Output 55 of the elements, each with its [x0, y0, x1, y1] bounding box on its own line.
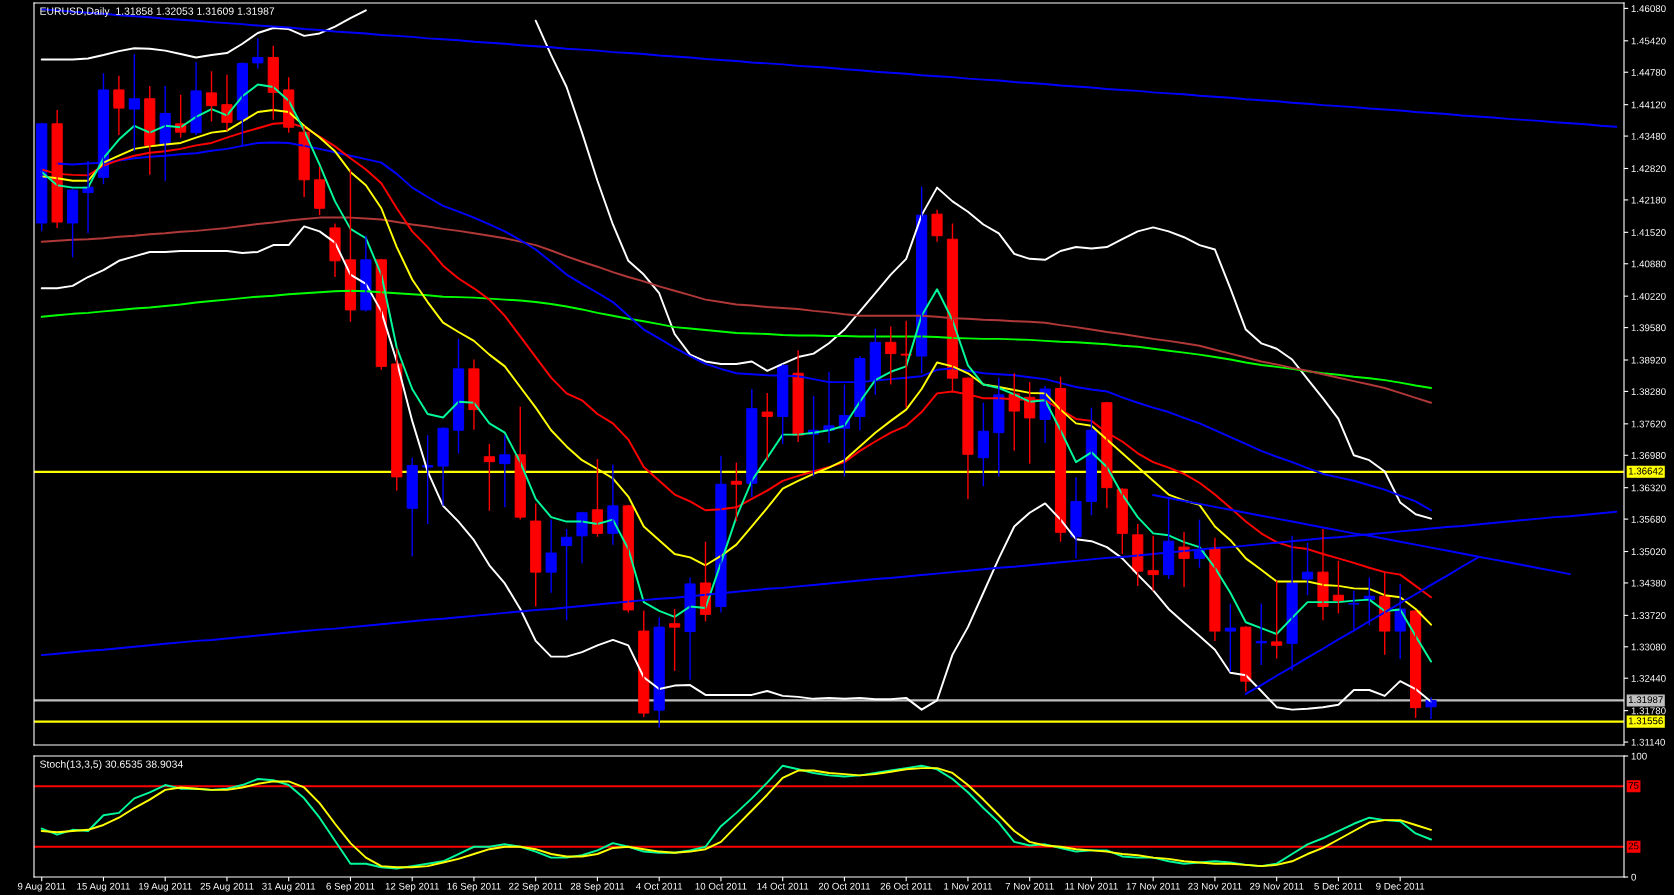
x-tick-label: 17 Nov 2011 — [1126, 882, 1180, 890]
x-tick-label: 29 Nov 2011 — [1249, 882, 1304, 890]
ref-line-label: 1.31556 — [1628, 717, 1663, 725]
x-tick-label: 26 Oct 2011 — [880, 882, 932, 890]
x-tick-label: 10 Oct 2011 — [695, 882, 747, 890]
x-tick-label: 11 Nov 2011 — [1065, 882, 1118, 890]
y-tick-label: 1.40880 — [1631, 260, 1666, 268]
x-tick-label: 28 Sep 2011 — [570, 882, 625, 892]
x-tick-label: 23 Nov 2011 — [1188, 882, 1242, 890]
y-tick-label: 1.38280 — [1631, 388, 1666, 396]
x-tick-label: 6 Sep 2011 — [326, 882, 375, 892]
y-tick-label: 1.43480 — [1631, 132, 1666, 140]
x-tick-label: 5 Dec 2011 — [1314, 882, 1363, 890]
ref-line-label: 1.31987 — [1628, 696, 1663, 704]
x-tick-label: 9 Dec 2011 — [1376, 882, 1425, 890]
y-tick-label: 1.44120 — [1631, 101, 1666, 109]
x-tick-label: 15 Aug 2011 — [77, 882, 130, 892]
y-tick-label: 1.37620 — [1631, 420, 1666, 428]
y-tick-label: 1.33720 — [1631, 612, 1666, 619]
y-tick-label: 1.45420 — [1631, 37, 1666, 45]
y-tick-label: 1.42180 — [1631, 196, 1666, 204]
y-tick-label: 1.41520 — [1631, 229, 1666, 236]
x-tick-label: 25 Aug 2011 — [200, 882, 254, 892]
x-tick-label: 20 Oct 2011 — [818, 882, 871, 890]
y-tick-label: 1.38920 — [1631, 356, 1666, 364]
x-tick-label: 31 Aug 2011 — [262, 882, 316, 892]
y-tick-label: 1.46080 — [1631, 5, 1666, 13]
y-tick-label: 1.40220 — [1631, 292, 1666, 300]
y-tick-label: 1.35680 — [1631, 515, 1666, 523]
ref-line-label: 25 — [1628, 842, 1639, 850]
x-tick-label: 1 Nov 2011 — [944, 882, 992, 890]
y-tick-label: 1.33080 — [1631, 643, 1666, 651]
y-tick-label: 1.35020 — [1631, 548, 1666, 556]
x-tick-label: 9 Aug 2011 — [17, 882, 66, 892]
x-tick-label: 16 Sep 2011 — [447, 882, 501, 892]
y-tick-label: 100 — [1631, 752, 1647, 760]
y-tick-label: 1.36320 — [1631, 484, 1666, 492]
y-tick-label: 1.42820 — [1631, 165, 1666, 173]
x-tick-label: 4 Oct 2011 — [636, 882, 683, 890]
x-tick-label: 19 Aug 2011 — [139, 882, 192, 892]
x-tick-label: 14 Oct 2011 — [757, 882, 809, 890]
y-tick-label: 1.36980 — [1631, 452, 1666, 459]
chart-title: Stoch(13,3,5) 30.6535 38.9034 — [40, 760, 183, 770]
ref-line-label: 75 — [1628, 782, 1639, 789]
y-tick-label: 1.39580 — [1631, 324, 1666, 332]
ref-line-label: 1.36642 — [1628, 467, 1663, 475]
x-tick-label: 12 Sep 2011 — [385, 882, 439, 892]
x-tick-label: 22 Sep 2011 — [508, 882, 563, 892]
y-tick-label: 1.34380 — [1631, 579, 1666, 587]
y-tick-label: 1.31780 — [1631, 707, 1666, 715]
y-tick-label: 1.32440 — [1631, 674, 1666, 682]
y-tick-label: 1.31140 — [1631, 738, 1665, 746]
y-tick-label: 1.44780 — [1631, 68, 1666, 76]
y-tick-label: 0 — [1631, 873, 1636, 881]
x-tick-label: 7 Nov 2011 — [1005, 882, 1054, 890]
